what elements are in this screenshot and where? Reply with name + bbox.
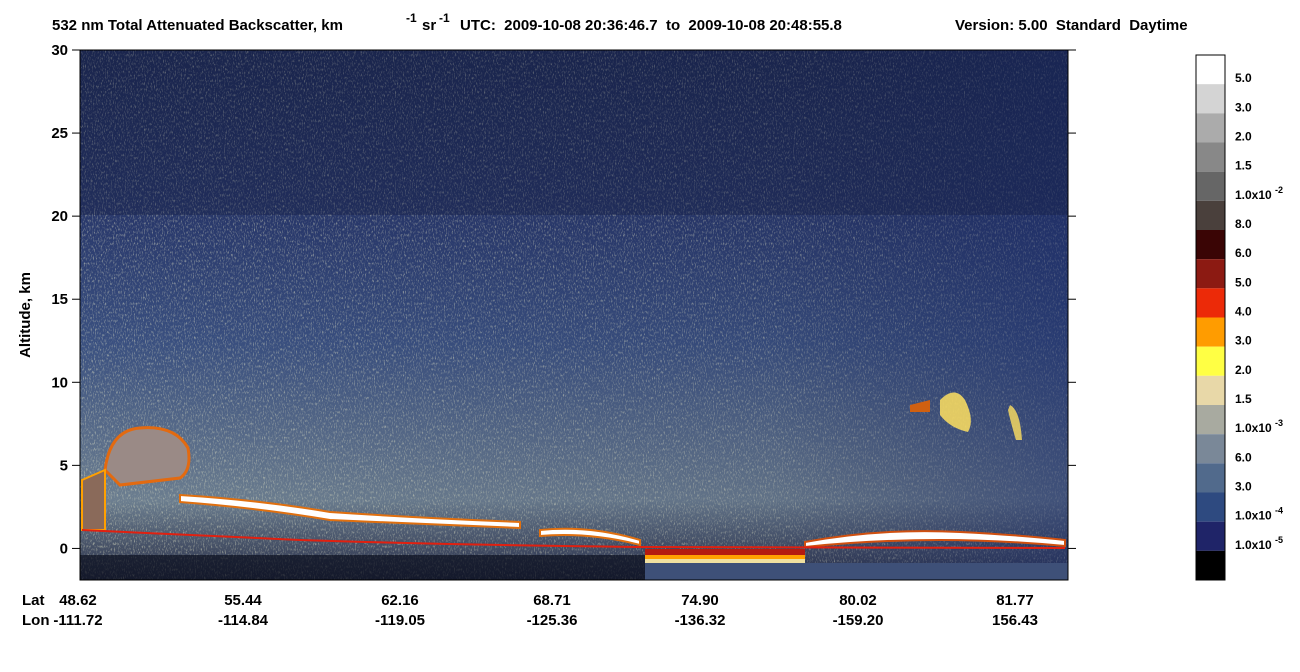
plot-frame xyxy=(79,49,1069,581)
colorbar-frame xyxy=(1195,54,1226,581)
colorbar-label: 5.0 xyxy=(1235,275,1252,289)
lat-label: 48.62 xyxy=(59,592,97,609)
lon-label: -114.84 xyxy=(218,612,269,629)
colorbar-bin xyxy=(1196,200,1225,230)
lat-label: 74.90 xyxy=(681,592,719,609)
colorbar-bin xyxy=(1196,550,1225,580)
title-exponent: -1 xyxy=(406,11,417,25)
colorbar-label: 4.0 xyxy=(1235,305,1252,319)
colorbar-label: 3.0 xyxy=(1235,100,1252,114)
lon-label: -136.32 xyxy=(675,612,726,629)
y-tick-label: 20 xyxy=(51,208,68,225)
lat-label: 68.71 xyxy=(533,592,571,609)
utc-range: UTC: 2009-10-08 20:36:46.7 to 2009-10-08… xyxy=(460,17,842,34)
colorbar-bin xyxy=(1196,405,1225,435)
colorbar-bin xyxy=(1196,259,1225,289)
lon-label: -119.05 xyxy=(375,612,425,629)
colorbar-label: 8.0 xyxy=(1235,217,1252,231)
y-tick-label: 5 xyxy=(60,457,68,474)
colorbar-bin xyxy=(1196,142,1225,172)
colorbar-bin xyxy=(1196,492,1225,522)
lon-label: -111.72 xyxy=(53,612,102,629)
colorbar-bin xyxy=(1196,434,1225,464)
colorbar-label: 3.0 xyxy=(1235,334,1252,348)
colorbar-exponent: -3 xyxy=(1275,418,1283,428)
version: Version: 5.00 Standard Daytime xyxy=(955,17,1188,34)
colorbar-bin xyxy=(1196,171,1225,201)
colorbar-exponent: -5 xyxy=(1275,535,1283,545)
chart-title: 532 nm Total Attenuated Backscatter, km xyxy=(52,17,343,34)
colorbar-bin xyxy=(1196,288,1225,318)
colorbar-bin xyxy=(1196,113,1225,143)
colorbar-exponent: -4 xyxy=(1275,506,1283,516)
colorbar-bin xyxy=(1196,230,1225,260)
colorbar-label: 1.0x10 xyxy=(1235,421,1272,435)
colorbar-label: 6.0 xyxy=(1235,450,1252,464)
colorbar-bin xyxy=(1196,346,1225,376)
y-tick-label: 30 xyxy=(51,42,68,59)
y-tick-label: 10 xyxy=(51,374,68,391)
x-row-label: Lon xyxy=(22,612,50,629)
colorbar-label: 1.5 xyxy=(1235,392,1252,406)
colorbar-bin xyxy=(1196,375,1225,405)
lon-label: -125.36 xyxy=(527,612,578,629)
colorbar-label: 3.0 xyxy=(1235,480,1252,494)
y-axis-label: Altitude, km xyxy=(17,272,34,358)
title-unit: sr xyxy=(422,17,436,34)
colorbar-bin xyxy=(1196,84,1225,114)
colorbar-bin xyxy=(1196,463,1225,493)
colorbar-bin xyxy=(1196,521,1225,551)
colorbar-label: 1.0x10 xyxy=(1235,188,1272,202)
backscatter-image xyxy=(80,50,1068,580)
lat-label: 80.02 xyxy=(839,592,877,609)
colorbar-label: 1.5 xyxy=(1235,159,1252,173)
lon-label: -159.20 xyxy=(833,612,884,629)
lon-label: 156.43 xyxy=(992,612,1038,629)
colorbar-label: 1.0x10 xyxy=(1235,538,1272,552)
title-exponent: -1 xyxy=(439,11,450,25)
colorbar-bin xyxy=(1196,317,1225,347)
lat-label: 55.44 xyxy=(224,592,262,609)
y-tick-label: 25 xyxy=(51,125,68,142)
x-row-label: Lat xyxy=(22,592,45,609)
colorbar-label: 2.0 xyxy=(1235,130,1252,144)
colorbar-label: 1.0x10 xyxy=(1235,509,1272,523)
colorbar-label: 2.0 xyxy=(1235,363,1252,377)
colorbar-label: 6.0 xyxy=(1235,246,1252,260)
lat-label: 62.16 xyxy=(381,592,419,609)
y-tick-label: 0 xyxy=(60,540,68,557)
colorbar-label: 5.0 xyxy=(1235,71,1252,85)
colorbar-bin xyxy=(1196,55,1225,85)
y-tick-label: 15 xyxy=(51,291,68,308)
lat-label: 81.77 xyxy=(996,592,1034,609)
colorbar-exponent: -2 xyxy=(1275,185,1283,195)
